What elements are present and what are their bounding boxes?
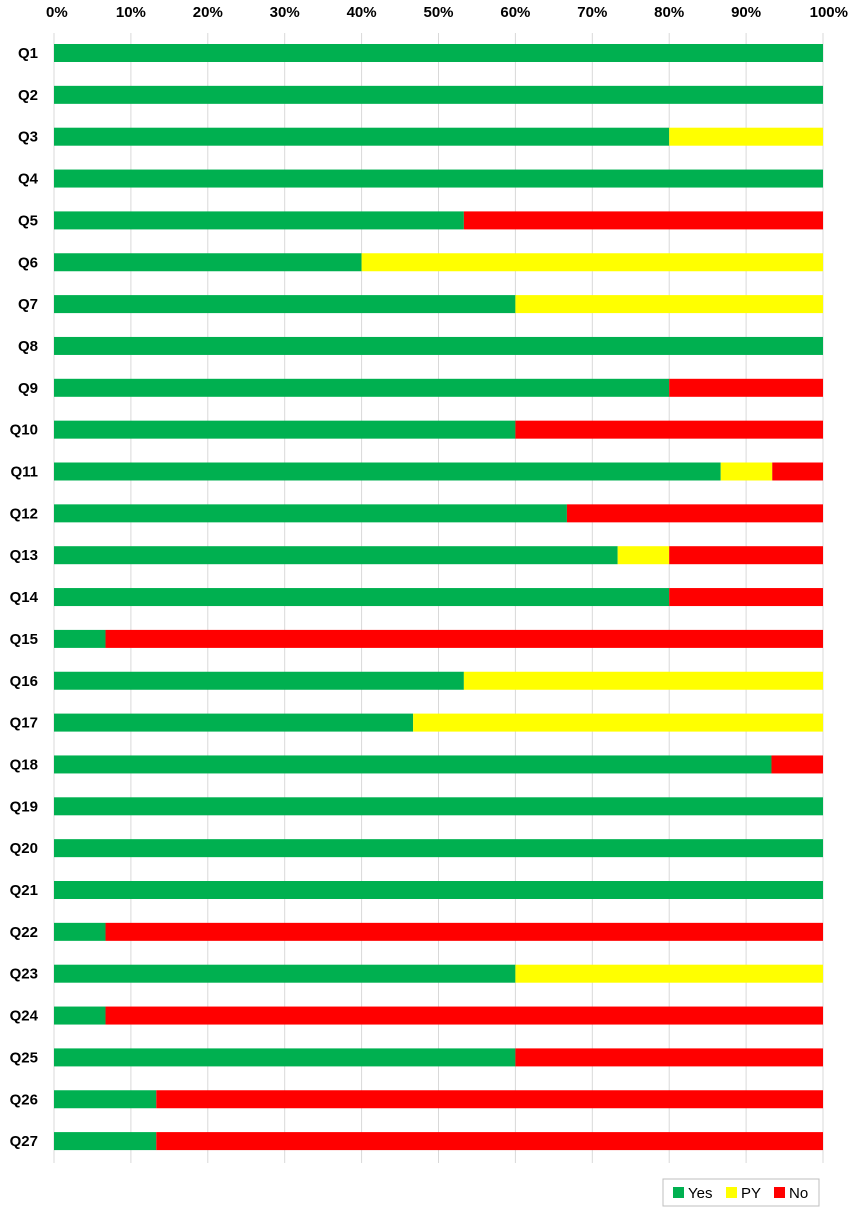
bar-no-q5 <box>463 211 823 230</box>
category-label: Q8 <box>18 338 38 355</box>
bar-yes-q23 <box>54 964 516 983</box>
bar-no-q12 <box>566 504 823 523</box>
bar-yes-q17 <box>54 713 414 732</box>
category-label: Q5 <box>18 212 38 229</box>
bar-no-q22 <box>105 922 823 941</box>
bar-yes-q22 <box>54 922 106 941</box>
category-label: Q15 <box>10 631 38 648</box>
legend: Yes PY No <box>662 1178 820 1207</box>
bar-yes-q26 <box>54 1090 157 1109</box>
category-label: Q2 <box>18 87 38 104</box>
bar-yes-q10 <box>54 420 516 439</box>
legend-swatch-yes <box>673 1187 684 1198</box>
bar-yes-q12 <box>54 504 567 523</box>
bar-py-q16 <box>463 671 823 690</box>
category-label: Q20 <box>10 840 38 857</box>
bar-yes-q6 <box>54 253 362 272</box>
legend-swatch-py <box>726 1187 737 1198</box>
x-tick-label: 30% <box>270 4 300 21</box>
x-tick-label: 80% <box>654 4 684 21</box>
bar-no-q27 <box>156 1132 824 1151</box>
bar-py-q23 <box>515 964 823 983</box>
bar-py-q7 <box>515 295 823 314</box>
category-label: Q11 <box>10 464 38 481</box>
category-label: Q14 <box>10 589 39 606</box>
category-label: Q7 <box>18 296 38 313</box>
bars <box>54 44 824 1151</box>
bar-yes-q20 <box>54 839 823 858</box>
bar-no-q13 <box>669 546 823 565</box>
bar-no-q9 <box>669 378 823 397</box>
category-label: Q27 <box>10 1133 38 1150</box>
category-label: Q3 <box>18 129 38 146</box>
bar-yes-q5 <box>54 211 464 230</box>
category-label: Q21 <box>10 882 38 899</box>
bar-py-q6 <box>361 253 823 272</box>
bar-yes-q15 <box>54 629 106 648</box>
bar-py-q11 <box>720 462 773 481</box>
bar-no-q14 <box>669 588 823 607</box>
legend-frame <box>662 1178 820 1207</box>
category-label: Q16 <box>10 673 38 690</box>
bar-yes-q21 <box>54 881 823 899</box>
category-label: Q24 <box>10 1008 39 1025</box>
bar-no-q18 <box>771 755 823 774</box>
x-tick-label: 40% <box>347 4 377 21</box>
bar-yes-q11 <box>54 462 721 481</box>
category-label: Q23 <box>10 966 38 983</box>
bar-no-q24 <box>105 1006 823 1025</box>
x-tick-label: 50% <box>423 4 453 21</box>
x-tick-label: 10% <box>116 4 146 21</box>
bar-yes-q14 <box>54 588 670 607</box>
bar-py-q3 <box>669 127 823 146</box>
bar-py-q17 <box>413 713 823 732</box>
category-label: Q19 <box>10 798 38 815</box>
x-tick-label: 0% <box>46 4 68 21</box>
bar-yes-q13 <box>54 546 618 565</box>
bar-yes-q24 <box>54 1006 106 1025</box>
category-label: Q17 <box>10 715 38 732</box>
category-label: Q12 <box>10 505 38 522</box>
x-tick-label: 20% <box>193 4 223 21</box>
bar-yes-q7 <box>54 295 516 314</box>
bar-no-q26 <box>156 1090 824 1109</box>
bar-no-q10 <box>515 420 823 439</box>
x-tick-label: 60% <box>500 4 530 21</box>
legend-label-py: PY <box>741 1185 761 1202</box>
bar-yes-q19 <box>54 797 823 816</box>
bar-yes-q27 <box>54 1132 157 1151</box>
bar-yes-q18 <box>54 755 772 774</box>
category-label: Q18 <box>10 756 38 773</box>
bar-yes-q2 <box>54 85 823 104</box>
category-label: Q1 <box>18 45 38 62</box>
bar-yes-q25 <box>54 1048 516 1067</box>
bar-yes-q9 <box>54 378 670 397</box>
x-tick-label: 100% <box>810 4 848 21</box>
bar-no-q11 <box>772 462 823 481</box>
category-label: Q9 <box>18 380 38 397</box>
x-tick-label: 70% <box>577 4 607 21</box>
category-label: Q10 <box>10 422 38 439</box>
category-label: Q6 <box>18 254 38 271</box>
category-label: Q22 <box>10 924 38 941</box>
legend-label-no: No <box>789 1185 808 1202</box>
bar-yes-q1 <box>54 44 823 62</box>
x-tick-label: 90% <box>731 4 761 21</box>
category-label: Q4 <box>18 171 39 188</box>
category-label: Q25 <box>10 1049 38 1066</box>
legend-label-yes: Yes <box>688 1185 712 1202</box>
bar-py-q13 <box>617 546 670 565</box>
bar-no-q15 <box>105 629 823 648</box>
category-label: Q13 <box>10 547 38 564</box>
bar-yes-q16 <box>54 671 464 690</box>
bar-yes-q8 <box>54 336 823 355</box>
bar-yes-q4 <box>54 169 823 188</box>
bar-no-q25 <box>515 1048 823 1067</box>
category-label: Q26 <box>10 1091 38 1108</box>
x-axis-ticks: 0% 10% 20% 30% 40% 50% 60% 70% 80% 90% 100% <box>46 4 848 21</box>
bar-yes-q3 <box>54 127 670 146</box>
y-axis-categories: Q1 Q2 Q3 Q4 Q5 Q6 Q7 Q8 Q9 Q10 Q11 Q12 Q13 Q14 Q15 Q16 Q… <box>10 45 39 1150</box>
legend-swatch-no <box>774 1187 785 1198</box>
